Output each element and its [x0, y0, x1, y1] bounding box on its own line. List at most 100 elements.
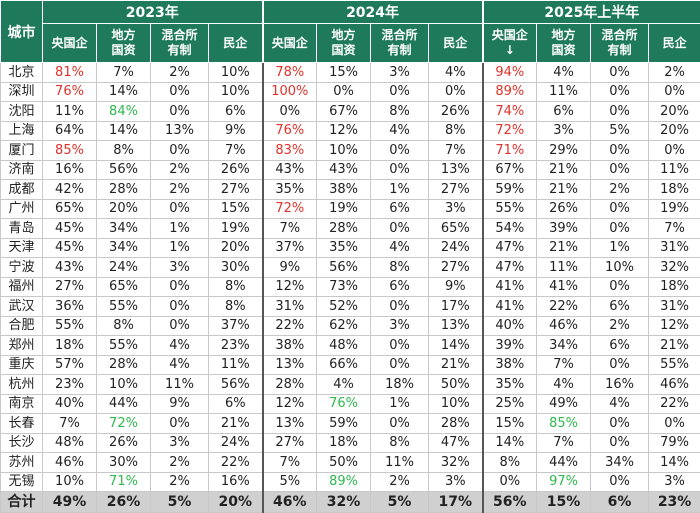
- cell-soe: 94%: [483, 63, 537, 83]
- cell-private: 10%: [209, 63, 263, 83]
- cell-soe: 45%: [43, 219, 97, 239]
- city-name: 长春: [1, 414, 43, 434]
- col-header-soe: 央国企: [43, 24, 97, 63]
- cell-private: 46%: [649, 375, 700, 395]
- cell-local-state: 26%: [97, 492, 151, 513]
- cell-soe: 10%: [43, 472, 97, 492]
- cell-soe: 12%: [263, 277, 317, 297]
- cell-private: 2%: [649, 63, 700, 83]
- col-header-local-state: 地方国资: [97, 24, 151, 63]
- cell-soe: 56%: [483, 492, 537, 513]
- cell-private: 6%: [209, 394, 263, 414]
- cell-local-state: 48%: [317, 336, 371, 356]
- cell-soe: 45%: [43, 238, 97, 258]
- cell-private: 27%: [209, 180, 263, 200]
- cell-local-state: 73%: [317, 277, 371, 297]
- cell-private: 20%: [209, 238, 263, 258]
- cell-private: 32%: [429, 453, 483, 473]
- cell-private: 24%: [429, 238, 483, 258]
- cell-soe: 11%: [43, 102, 97, 122]
- cell-local-state: 30%: [97, 453, 151, 473]
- cell-local-state: 41%: [537, 277, 591, 297]
- cell-private: 8%: [429, 121, 483, 141]
- cell-local-state: 15%: [537, 492, 591, 513]
- cell-soe: 65%: [43, 199, 97, 219]
- cell-local-state: 46%: [537, 316, 591, 336]
- cell-local-state: 34%: [537, 336, 591, 356]
- cell-soe: 64%: [43, 121, 97, 141]
- cell-private: 16%: [209, 472, 263, 492]
- cell-soe: 55%: [43, 316, 97, 336]
- cell-private: 50%: [429, 375, 483, 395]
- cell-private: 23%: [209, 336, 263, 356]
- city-name: 上海: [1, 121, 43, 141]
- cell-soe: 8%: [483, 453, 537, 473]
- cell-mixed: 0%: [371, 219, 429, 239]
- cell-mixed: 1%: [371, 394, 429, 414]
- year-header-2024: 2024年: [263, 1, 483, 24]
- cell-soe: 41%: [483, 297, 537, 317]
- cell-mixed: 0%: [591, 141, 649, 161]
- cell-private: 12%: [649, 316, 700, 336]
- cell-mixed: 0%: [591, 277, 649, 297]
- cell-local-state: 52%: [317, 297, 371, 317]
- city-name: 青岛: [1, 219, 43, 239]
- cell-private: 0%: [429, 82, 483, 102]
- cell-mixed: 0%: [151, 141, 209, 161]
- cell-soe: 59%: [483, 180, 537, 200]
- cell-mixed: 10%: [591, 258, 649, 278]
- cell-local-state: 65%: [97, 277, 151, 297]
- city-name: 苏州: [1, 453, 43, 473]
- cell-mixed: 34%: [591, 453, 649, 473]
- cell-mixed: 1%: [151, 219, 209, 239]
- cell-soe: 38%: [483, 355, 537, 375]
- col-header-private: 民企: [429, 24, 483, 63]
- cell-local-state: 43%: [317, 160, 371, 180]
- cell-mixed: 5%: [151, 492, 209, 513]
- city-name: 宁波: [1, 258, 43, 278]
- cell-soe: 27%: [263, 433, 317, 453]
- cell-mixed: 5%: [591, 121, 649, 141]
- col-header-soe: 央国企↓: [483, 24, 537, 63]
- col-header-private: 民企: [649, 24, 700, 63]
- cell-private: 28%: [429, 414, 483, 434]
- col-header-local-state: 地方国资: [317, 24, 371, 63]
- year-header-2025h1: 2025年上半年: [483, 1, 700, 24]
- cell-mixed: 6%: [591, 297, 649, 317]
- city-name: 长沙: [1, 433, 43, 453]
- cell-mixed: 1%: [151, 238, 209, 258]
- cell-local-state: 21%: [537, 180, 591, 200]
- cell-soe: 35%: [263, 180, 317, 200]
- cell-soe: 41%: [483, 277, 537, 297]
- cell-private: 0%: [649, 141, 700, 161]
- cell-private: 8%: [209, 277, 263, 297]
- cell-mixed: 0%: [371, 82, 429, 102]
- cell-private: 22%: [649, 394, 700, 414]
- cell-mixed: 5%: [371, 492, 429, 513]
- cell-local-state: 44%: [537, 453, 591, 473]
- cell-private: 20%: [649, 121, 700, 141]
- cell-local-state: 28%: [97, 355, 151, 375]
- cell-local-state: 4%: [317, 375, 371, 395]
- cell-private: 18%: [649, 277, 700, 297]
- cell-soe: 13%: [263, 355, 317, 375]
- city-name: 天津: [1, 238, 43, 258]
- cell-mixed: 0%: [151, 414, 209, 434]
- cell-local-state: 62%: [317, 316, 371, 336]
- cell-private: 10%: [429, 394, 483, 414]
- cell-mixed: 0%: [151, 277, 209, 297]
- cell-local-state: 8%: [97, 141, 151, 161]
- city-name: 福州: [1, 277, 43, 297]
- cell-local-state: 10%: [97, 375, 151, 395]
- cell-private: 7%: [209, 141, 263, 161]
- cell-mixed: 2%: [151, 453, 209, 473]
- city-name: 厦门: [1, 141, 43, 161]
- total-label: 合计: [1, 492, 43, 513]
- cell-soe: 25%: [483, 394, 537, 414]
- cell-local-state: 38%: [317, 180, 371, 200]
